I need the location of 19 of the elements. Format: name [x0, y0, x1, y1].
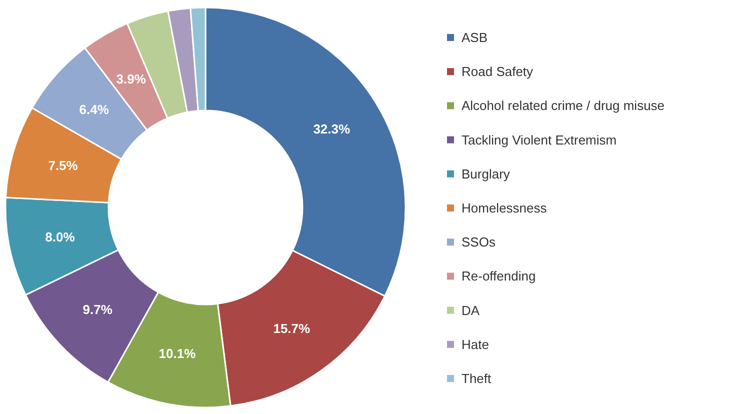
legend-label: Tackling Violent Extremism — [462, 132, 617, 148]
data-label: 9.7% — [82, 302, 113, 317]
data-label: 7.5% — [48, 158, 78, 174]
data-label: 6.4% — [79, 102, 110, 117]
data-label: 10.1% — [158, 346, 196, 361]
data-label: 15.7% — [273, 320, 311, 336]
data-label: 32.3% — [313, 122, 350, 137]
legend-label: Homelessness — [462, 200, 548, 216]
legend-label: Burglary — [462, 166, 510, 182]
legend-label: SSOs — [462, 234, 496, 250]
legend-label: Theft — [462, 371, 492, 386]
data-label: 3.9% — [116, 71, 146, 86]
data-label: 8.0% — [45, 230, 76, 245]
legend-label: Road Safety — [462, 64, 534, 80]
legend-label: Re-offending — [462, 268, 536, 284]
legend-label: ASB — [462, 30, 488, 45]
legend-label: Alcohol related crime / drug misuse — [462, 98, 665, 114]
legend-label: Hate — [462, 336, 489, 352]
legend-label: DA — [462, 302, 480, 318]
